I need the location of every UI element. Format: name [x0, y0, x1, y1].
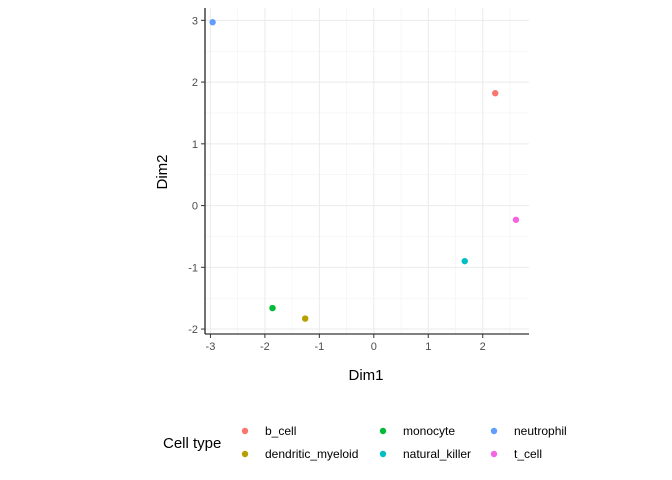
point-dendritic-myeloid	[301, 315, 309, 322]
y-tick-label: 3	[192, 15, 198, 27]
legend-label-dendritic-myeloid: dendritic_myeloid	[265, 447, 358, 461]
y-tick-label: 2	[192, 77, 198, 89]
y-tick-label: -2	[188, 324, 198, 336]
legend-key-monocyte	[379, 427, 387, 435]
legend-key-dendritic-myeloid	[241, 450, 249, 458]
legend-title: Cell type	[163, 435, 221, 452]
data-points	[209, 19, 520, 322]
legend-label-natural-killer: natural_killer	[403, 447, 471, 461]
axes	[204, 8, 529, 335]
y-axis-title: Dim2	[154, 154, 171, 189]
legend-key-natural-killer	[379, 450, 387, 458]
point-b-cell	[492, 90, 499, 97]
y-tick-label: 0	[192, 201, 198, 213]
y-tick-label: 1	[192, 139, 198, 151]
y-tick-label: -1	[188, 262, 198, 274]
x-tick-label: -2	[260, 341, 270, 353]
x-tick-label: 2	[480, 341, 486, 353]
x-tick-label: -3	[206, 341, 216, 353]
legend-key-b-cell	[241, 427, 249, 435]
x-axis-ticks: -3 -2 -1 0 1 2	[206, 334, 486, 353]
point-neutrophil	[209, 19, 216, 26]
x-axis-title: Dim1	[348, 367, 383, 384]
x-tick-label: -1	[314, 341, 324, 353]
point-monocyte	[269, 304, 276, 312]
point-natural-killer	[461, 257, 468, 265]
legend: Cell type b_cell dendritic_myeloid monocyt…	[163, 424, 567, 461]
legend-label-neutrophil: neutrophil	[514, 424, 567, 438]
legend-key-t-cell	[490, 450, 498, 458]
y-axis-ticks: -2 -1 0 1 2 3	[188, 15, 205, 336]
x-tick-label: 0	[371, 341, 377, 353]
legend-label-monocyte: monocyte	[403, 424, 455, 438]
legend-key-neutrophil	[490, 427, 498, 435]
x-tick-label: 1	[425, 341, 431, 353]
major-gridlines	[205, 8, 529, 334]
legend-label-b-cell: b_cell	[265, 424, 296, 438]
minor-gridlines	[205, 8, 529, 334]
point-t-cell	[512, 216, 520, 223]
legend-label-t-cell: t_cell	[514, 447, 542, 461]
